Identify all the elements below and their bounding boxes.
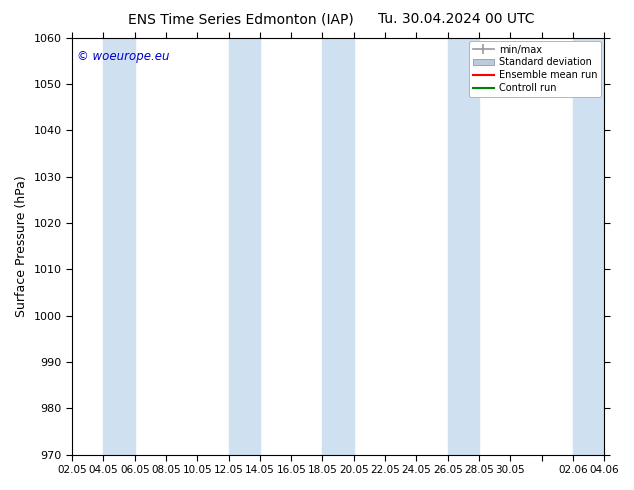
- Bar: [229, 38, 260, 455]
- Bar: [103, 38, 134, 455]
- Bar: [323, 38, 354, 455]
- Y-axis label: Surface Pressure (hPa): Surface Pressure (hPa): [15, 175, 28, 317]
- Legend: min/max, Standard deviation, Ensemble mean run, Controll run: min/max, Standard deviation, Ensemble me…: [469, 41, 601, 97]
- Text: © woeurope.eu: © woeurope.eu: [77, 50, 170, 63]
- Text: Tu. 30.04.2024 00 UTC: Tu. 30.04.2024 00 UTC: [378, 12, 534, 26]
- Bar: [448, 38, 479, 455]
- Text: ENS Time Series Edmonton (IAP): ENS Time Series Edmonton (IAP): [128, 12, 354, 26]
- Bar: [573, 38, 604, 455]
